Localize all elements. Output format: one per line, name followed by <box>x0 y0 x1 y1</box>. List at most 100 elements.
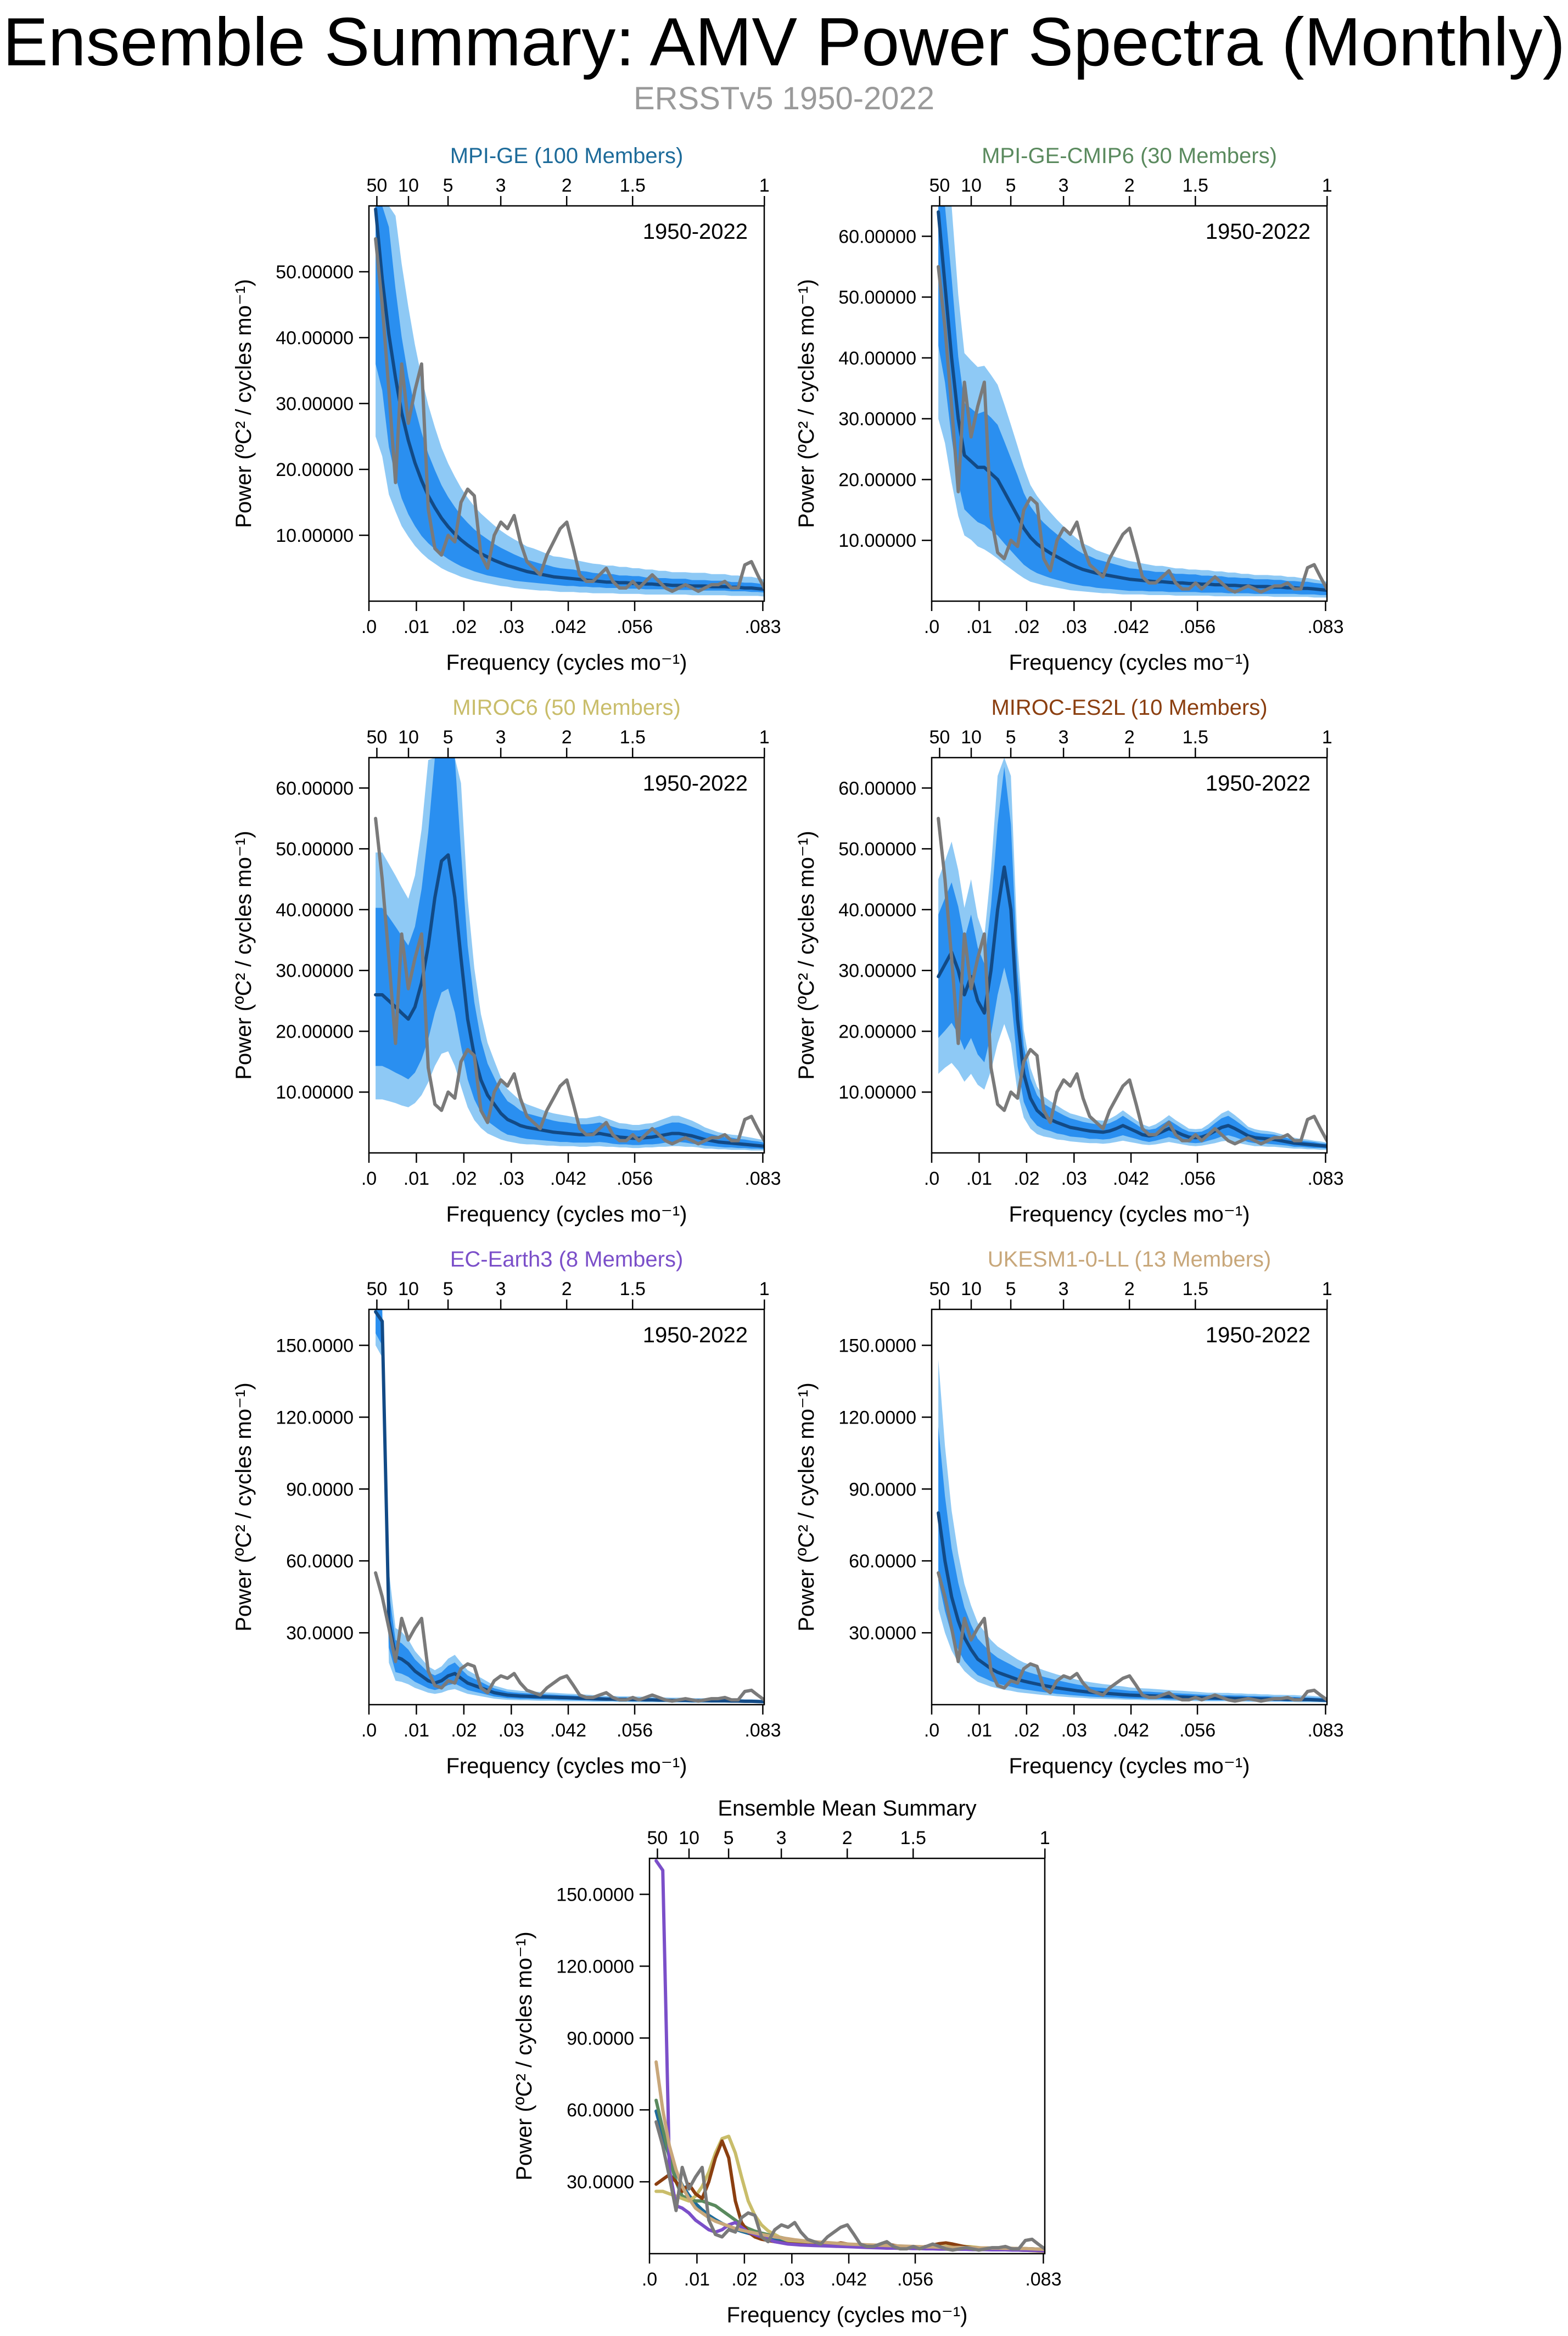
period-tick-label: 5 <box>1006 727 1016 748</box>
period-tick-label: 1 <box>1322 175 1332 196</box>
period-tick-label: 10 <box>961 175 982 196</box>
x-tick-label: .042 <box>550 1720 586 1741</box>
x-tick-label: .02 <box>1013 1720 1039 1741</box>
x-tick-label: .03 <box>499 617 524 637</box>
plot-area <box>374 1309 764 1704</box>
chart-panel-2: .0 .01 .02 .03 .042 .056 .083 50 10 5 3 2 1.5 1 10.000… <box>794 144 1344 675</box>
x-tick-label: .01 <box>684 2269 710 2290</box>
observations-line <box>937 1571 1327 1703</box>
x-tick-label: .083 <box>1307 617 1343 637</box>
x-tick-label: .042 <box>831 2269 867 2290</box>
y-tick-label: 10.00000 <box>276 525 354 546</box>
ensemble-mean-line <box>374 853 764 1148</box>
panel-title: MIROC6 (50 Members) <box>452 696 681 720</box>
period-tick-label: 3 <box>496 727 506 748</box>
ensemble-outer-band <box>376 1309 764 1704</box>
x-tick-label: .0 <box>642 2269 657 2290</box>
y-tick-label: 50.00000 <box>838 287 916 308</box>
y-tick-label: 40.00000 <box>838 900 916 921</box>
y-axis-title: Power (ºC² / cycles mo⁻¹) <box>232 279 256 528</box>
observations-line <box>654 2120 1045 2252</box>
plot-frame <box>648 1857 1046 2255</box>
x-tick-label: .042 <box>1113 1168 1149 1189</box>
plot-area <box>937 206 1327 598</box>
period-tick-label: 1 <box>1040 1828 1050 1848</box>
y-tick-label: 30.00000 <box>838 409 916 430</box>
x-axis-title: Frequency (cycles mo⁻¹) <box>1009 1754 1250 1778</box>
y-tick-label: 30.00000 <box>276 394 354 414</box>
period-tick-label: 3 <box>1059 175 1069 196</box>
y-tick-label: 120.0000 <box>556 1956 634 1977</box>
x-tick-label: .01 <box>404 1720 429 1741</box>
model-line-ec-earth3 <box>654 1859 1045 2253</box>
x-tick-label: .0 <box>361 1168 377 1189</box>
plot-area <box>937 758 1327 1150</box>
period-tick-label: 3 <box>1059 727 1069 748</box>
period-tick-label: 10 <box>398 727 419 748</box>
ensemble-mean-line <box>374 208 764 591</box>
x-tick-label: .042 <box>1113 617 1149 637</box>
observations-line <box>937 265 1327 594</box>
y-tick-label: 60.00000 <box>276 778 354 799</box>
x-tick-label: .083 <box>744 1168 781 1189</box>
observations-line <box>374 237 764 593</box>
period-tick-label: 2 <box>562 175 572 196</box>
y-tick-label: 40.00000 <box>276 328 354 349</box>
panel-title: MIROC-ES2L (10 Members) <box>991 696 1267 720</box>
chart-panel-3: .0 .01 .02 .03 .042 .056 .083 50 10 5 3 2 1.5 1 10.000… <box>232 696 781 1226</box>
period-tick-label: 2 <box>1124 727 1135 748</box>
period-tick-label: 50 <box>367 175 388 196</box>
period-tick-label: 50 <box>647 1828 668 1848</box>
y-tick-label: 20.00000 <box>276 1021 354 1042</box>
x-tick-label: .01 <box>404 1168 429 1189</box>
y-tick-label: 20.00000 <box>838 1021 916 1042</box>
period-tick-label: 3 <box>496 175 506 196</box>
chart-panel-5: .0 .01 .02 .03 .042 .056 .083 50 10 5 3 2 1.5 1 30.000… <box>232 1247 781 1778</box>
y-tick-label: 20.00000 <box>276 460 354 480</box>
plot-area <box>937 1359 1327 1703</box>
x-tick-label: .02 <box>451 1168 477 1189</box>
x-tick-label: .042 <box>550 1168 586 1189</box>
plot-frame <box>368 1308 765 1706</box>
x-tick-label: .01 <box>966 617 992 637</box>
y-tick-label: 20.00000 <box>838 469 916 490</box>
y-tick-label: 90.0000 <box>286 1479 354 1500</box>
x-tick-label: .042 <box>1113 1720 1149 1741</box>
y-axis-title: Power (ºC² / cycles mo⁻¹) <box>794 831 819 1080</box>
x-tick-label: .02 <box>1013 1168 1039 1189</box>
y-tick-label: 30.0000 <box>286 1623 354 1644</box>
panel-title: EC-Earth3 (8 Members) <box>450 1247 684 1271</box>
period-tick-label: 10 <box>679 1828 699 1848</box>
observations-line <box>374 1571 764 1703</box>
period-tick-label: 1 <box>759 175 770 196</box>
chart-panel-7: .0 .01 .02 .03 .042 .056 .083 50 10 5 3 2 1.5 1 30.000… <box>512 1796 1062 2327</box>
x-tick-label: .083 <box>1307 1168 1343 1189</box>
x-tick-label: .056 <box>1179 617 1216 637</box>
y-axis-title: Power (ºC² / cycles mo⁻¹) <box>232 831 256 1080</box>
period-label: 1950-2022 <box>1206 1323 1311 1347</box>
panel-title: MPI-GE-CMIP6 (30 Members) <box>982 144 1277 168</box>
ensemble-inner-band <box>938 766 1327 1149</box>
y-tick-label: 30.0000 <box>567 2172 634 2193</box>
period-tick-label: 5 <box>443 1279 453 1299</box>
x-tick-label: .03 <box>1061 1168 1087 1189</box>
period-tick-label: 1.5 <box>620 1279 646 1299</box>
period-tick-label: 50 <box>929 175 950 196</box>
y-axis-title: Power (ºC² / cycles mo⁻¹) <box>794 1382 819 1632</box>
chart-panel-4: .0 .01 .02 .03 .042 .056 .083 50 10 5 3 2 1.5 1 10.000… <box>794 696 1344 1226</box>
panel-title: UKESM1-0-LL (13 Members) <box>988 1247 1271 1271</box>
period-tick-label: 5 <box>724 1828 734 1848</box>
y-tick-label: 30.00000 <box>838 961 916 982</box>
period-tick-label: 50 <box>929 727 950 748</box>
period-tick-label: 5 <box>443 175 453 196</box>
x-tick-label: .083 <box>1025 2269 1061 2290</box>
x-axis-title: Frequency (cycles mo⁻¹) <box>1009 1202 1250 1226</box>
x-tick-label: .02 <box>451 617 477 637</box>
chart-panel-6: .0 .01 .02 .03 .042 .056 .083 50 10 5 3 2 1.5 1 30.000… <box>794 1247 1344 1778</box>
y-tick-label: 50.00000 <box>838 839 916 860</box>
plot-area <box>654 1859 1045 2253</box>
x-axis-title: Frequency (cycles mo⁻¹) <box>446 1754 687 1778</box>
y-tick-label: 90.0000 <box>849 1479 916 1500</box>
period-label: 1950-2022 <box>1206 220 1311 244</box>
y-tick-label: 60.0000 <box>849 1551 916 1572</box>
